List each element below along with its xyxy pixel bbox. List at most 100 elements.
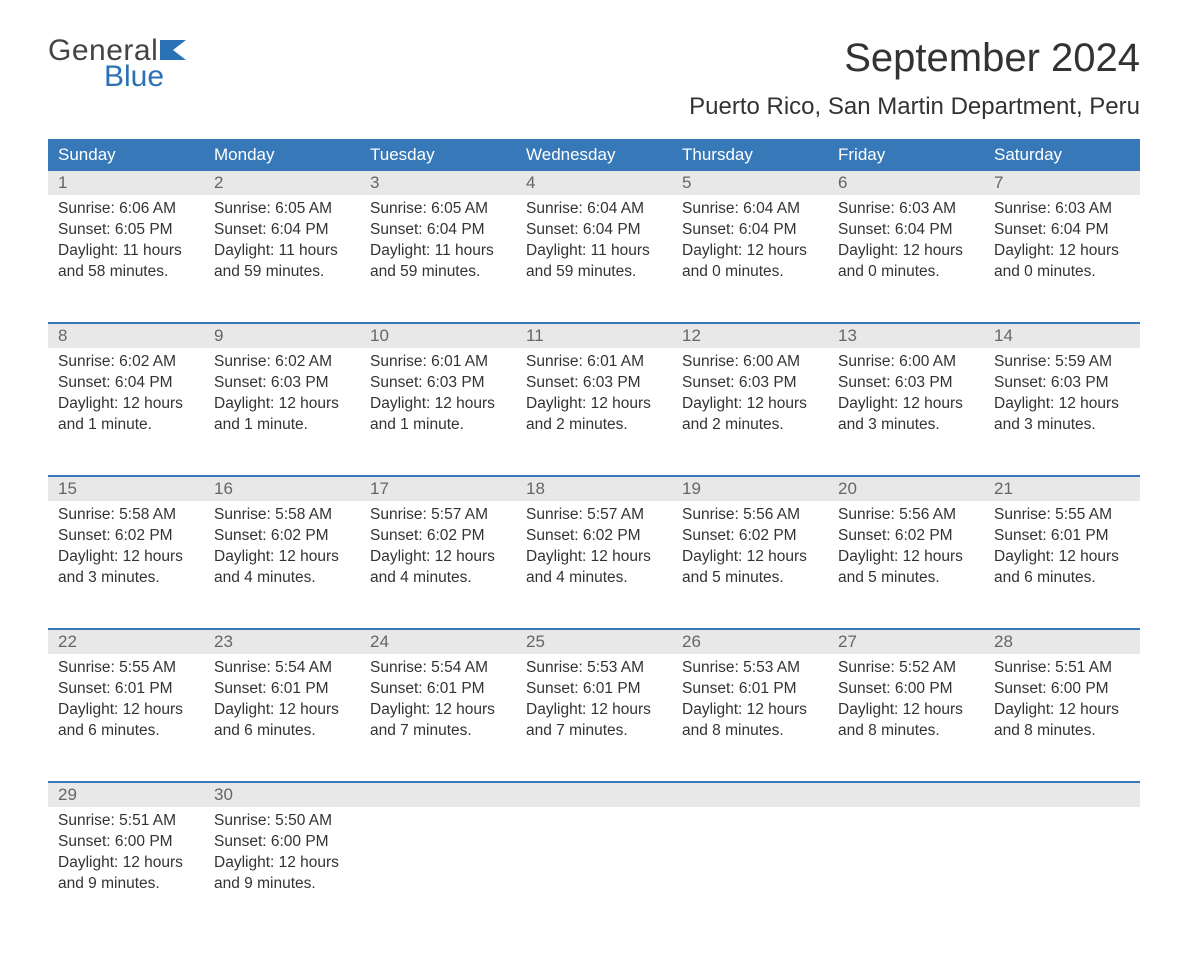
sunset-line: Sunset: 6:04 PM bbox=[682, 220, 818, 241]
day-number: 4 bbox=[516, 171, 672, 195]
daylight-line: Daylight: 12 hours and 0 minutes. bbox=[994, 241, 1130, 283]
day-cell: Sunrise: 5:50 AMSunset: 6:00 PMDaylight:… bbox=[204, 807, 360, 935]
sunrise-line: Sunrise: 5:58 AM bbox=[58, 505, 194, 526]
day-number: 7 bbox=[984, 171, 1140, 195]
day-cell: Sunrise: 5:52 AMSunset: 6:00 PMDaylight:… bbox=[828, 654, 984, 782]
sunrise-line: Sunrise: 5:56 AM bbox=[838, 505, 974, 526]
day-cell: Sunrise: 5:54 AMSunset: 6:01 PMDaylight:… bbox=[360, 654, 516, 782]
sunrise-line: Sunrise: 5:59 AM bbox=[994, 352, 1130, 373]
day-cell: Sunrise: 6:05 AMSunset: 6:04 PMDaylight:… bbox=[360, 195, 516, 323]
weekday-header: Sunday bbox=[48, 139, 204, 171]
week-content-row: Sunrise: 5:55 AMSunset: 6:01 PMDaylight:… bbox=[48, 654, 1140, 782]
sunrise-line: Sunrise: 5:54 AM bbox=[214, 658, 350, 679]
day-content: Sunrise: 5:57 AMSunset: 6:02 PMDaylight:… bbox=[360, 501, 516, 603]
sunset-line: Sunset: 6:05 PM bbox=[58, 220, 194, 241]
day-number: 17 bbox=[360, 476, 516, 501]
day-number: 8 bbox=[48, 323, 204, 348]
day-content: Sunrise: 5:54 AMSunset: 6:01 PMDaylight:… bbox=[204, 654, 360, 756]
day-cell: Sunrise: 5:51 AMSunset: 6:00 PMDaylight:… bbox=[984, 654, 1140, 782]
month-title: September 2024 bbox=[689, 36, 1140, 81]
day-cell: Sunrise: 6:05 AMSunset: 6:04 PMDaylight:… bbox=[204, 195, 360, 323]
page-header: General Blue September 2024 Puerto Rico,… bbox=[48, 36, 1140, 121]
sunrise-line: Sunrise: 6:06 AM bbox=[58, 199, 194, 220]
daylight-line: Daylight: 12 hours and 0 minutes. bbox=[838, 241, 974, 283]
week-content-row: Sunrise: 5:51 AMSunset: 6:00 PMDaylight:… bbox=[48, 807, 1140, 935]
sunset-line: Sunset: 6:04 PM bbox=[214, 220, 350, 241]
sunrise-line: Sunrise: 5:53 AM bbox=[526, 658, 662, 679]
sunrise-line: Sunrise: 5:50 AM bbox=[214, 811, 350, 832]
day-cell: Sunrise: 6:00 AMSunset: 6:03 PMDaylight:… bbox=[672, 348, 828, 476]
sunrise-line: Sunrise: 6:00 AM bbox=[682, 352, 818, 373]
day-content: Sunrise: 5:58 AMSunset: 6:02 PMDaylight:… bbox=[48, 501, 204, 603]
day-content: Sunrise: 5:58 AMSunset: 6:02 PMDaylight:… bbox=[204, 501, 360, 603]
day-number: 12 bbox=[672, 323, 828, 348]
day-content: Sunrise: 6:05 AMSunset: 6:04 PMDaylight:… bbox=[204, 195, 360, 297]
day-number bbox=[672, 782, 828, 807]
day-cell: Sunrise: 5:55 AMSunset: 6:01 PMDaylight:… bbox=[48, 654, 204, 782]
daylight-line: Daylight: 11 hours and 59 minutes. bbox=[370, 241, 506, 283]
day-number: 5 bbox=[672, 171, 828, 195]
day-number: 18 bbox=[516, 476, 672, 501]
day-number bbox=[984, 782, 1140, 807]
day-cell bbox=[672, 807, 828, 935]
sunset-line: Sunset: 6:00 PM bbox=[58, 832, 194, 853]
sunrise-line: Sunrise: 6:04 AM bbox=[526, 199, 662, 220]
day-number: 23 bbox=[204, 629, 360, 654]
weekday-header-row: SundayMondayTuesdayWednesdayThursdayFrid… bbox=[48, 139, 1140, 171]
daylight-line: Daylight: 12 hours and 8 minutes. bbox=[838, 700, 974, 742]
day-number: 21 bbox=[984, 476, 1140, 501]
day-cell: Sunrise: 5:55 AMSunset: 6:01 PMDaylight:… bbox=[984, 501, 1140, 629]
day-cell bbox=[828, 807, 984, 935]
day-cell: Sunrise: 6:04 AMSunset: 6:04 PMDaylight:… bbox=[672, 195, 828, 323]
day-number: 9 bbox=[204, 323, 360, 348]
sunset-line: Sunset: 6:03 PM bbox=[838, 373, 974, 394]
sunrise-line: Sunrise: 5:56 AM bbox=[682, 505, 818, 526]
day-cell: Sunrise: 5:59 AMSunset: 6:03 PMDaylight:… bbox=[984, 348, 1140, 476]
day-content: Sunrise: 6:05 AMSunset: 6:04 PMDaylight:… bbox=[360, 195, 516, 297]
sunrise-line: Sunrise: 6:02 AM bbox=[58, 352, 194, 373]
week-daynum-row: 2930 bbox=[48, 782, 1140, 807]
sunset-line: Sunset: 6:01 PM bbox=[370, 679, 506, 700]
day-number: 24 bbox=[360, 629, 516, 654]
daylight-line: Daylight: 12 hours and 7 minutes. bbox=[526, 700, 662, 742]
sunrise-line: Sunrise: 5:51 AM bbox=[58, 811, 194, 832]
sunset-line: Sunset: 6:04 PM bbox=[838, 220, 974, 241]
week-daynum-row: 1234567 bbox=[48, 171, 1140, 195]
daylight-line: Daylight: 12 hours and 3 minutes. bbox=[58, 547, 194, 589]
daylight-line: Daylight: 12 hours and 8 minutes. bbox=[994, 700, 1130, 742]
title-block: September 2024 Puerto Rico, San Martin D… bbox=[689, 36, 1140, 121]
daylight-line: Daylight: 11 hours and 58 minutes. bbox=[58, 241, 194, 283]
sunset-line: Sunset: 6:01 PM bbox=[58, 679, 194, 700]
day-content: Sunrise: 6:01 AMSunset: 6:03 PMDaylight:… bbox=[360, 348, 516, 450]
daylight-line: Daylight: 12 hours and 3 minutes. bbox=[838, 394, 974, 436]
sunrise-line: Sunrise: 5:54 AM bbox=[370, 658, 506, 679]
day-content: Sunrise: 6:03 AMSunset: 6:04 PMDaylight:… bbox=[828, 195, 984, 297]
daylight-line: Daylight: 12 hours and 6 minutes. bbox=[58, 700, 194, 742]
sunrise-line: Sunrise: 5:57 AM bbox=[526, 505, 662, 526]
day-content: Sunrise: 6:02 AMSunset: 6:04 PMDaylight:… bbox=[48, 348, 204, 450]
week-daynum-row: 891011121314 bbox=[48, 323, 1140, 348]
sunrise-line: Sunrise: 5:55 AM bbox=[58, 658, 194, 679]
brand-logo: General Blue bbox=[48, 36, 186, 92]
sunrise-line: Sunrise: 5:55 AM bbox=[994, 505, 1130, 526]
day-cell bbox=[516, 807, 672, 935]
day-number: 10 bbox=[360, 323, 516, 348]
sunrise-line: Sunrise: 5:58 AM bbox=[214, 505, 350, 526]
day-number: 19 bbox=[672, 476, 828, 501]
day-cell: Sunrise: 6:03 AMSunset: 6:04 PMDaylight:… bbox=[828, 195, 984, 323]
sunset-line: Sunset: 6:02 PM bbox=[214, 526, 350, 547]
day-content: Sunrise: 6:04 AMSunset: 6:04 PMDaylight:… bbox=[516, 195, 672, 297]
day-number: 26 bbox=[672, 629, 828, 654]
sunrise-line: Sunrise: 6:02 AM bbox=[214, 352, 350, 373]
week-content-row: Sunrise: 5:58 AMSunset: 6:02 PMDaylight:… bbox=[48, 501, 1140, 629]
sunset-line: Sunset: 6:04 PM bbox=[526, 220, 662, 241]
day-number: 30 bbox=[204, 782, 360, 807]
weekday-header: Saturday bbox=[984, 139, 1140, 171]
day-cell bbox=[360, 807, 516, 935]
sunset-line: Sunset: 6:03 PM bbox=[370, 373, 506, 394]
day-content: Sunrise: 5:52 AMSunset: 6:00 PMDaylight:… bbox=[828, 654, 984, 756]
sunrise-line: Sunrise: 6:03 AM bbox=[994, 199, 1130, 220]
weekday-header: Wednesday bbox=[516, 139, 672, 171]
day-content: Sunrise: 6:00 AMSunset: 6:03 PMDaylight:… bbox=[828, 348, 984, 450]
day-cell bbox=[984, 807, 1140, 935]
